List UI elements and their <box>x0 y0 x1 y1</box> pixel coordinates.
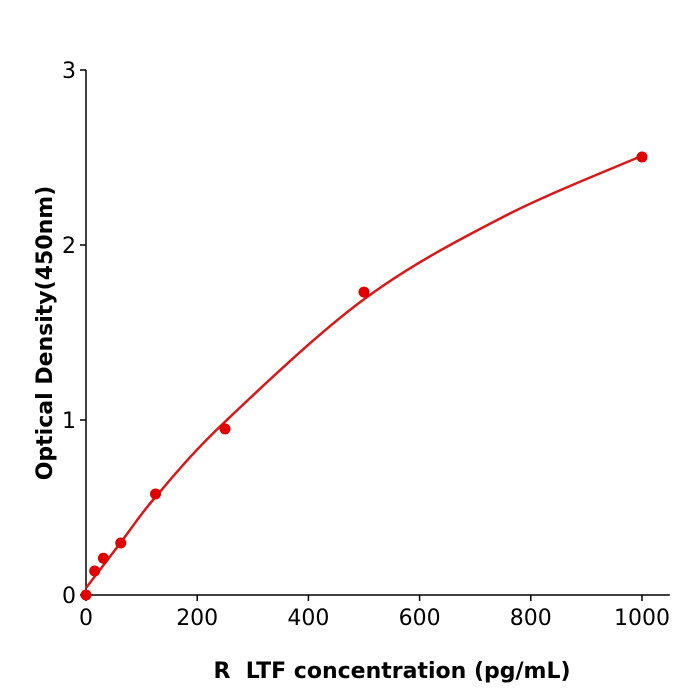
fit-curve <box>85 154 643 589</box>
fit-curve-group <box>85 154 643 589</box>
y-axis-label: Optical Density(450nm) <box>33 186 58 481</box>
axes: 0 200 400 600 800 1000 0 1 2 3 <box>62 59 670 631</box>
y-tick-label: 3 <box>62 59 76 84</box>
data-point <box>80 589 92 601</box>
data-point <box>89 565 101 577</box>
y-tick-label: 1 <box>62 409 76 434</box>
x-axis-label: R LTF concentration (pg/mL) <box>213 659 570 684</box>
data-point <box>358 286 370 298</box>
data-point <box>636 151 648 163</box>
data-point <box>115 537 127 549</box>
x-tick-label: 400 <box>287 606 329 631</box>
data-points <box>80 151 648 601</box>
y-tick-label: 2 <box>62 234 76 259</box>
x-tick-label: 800 <box>510 606 552 631</box>
x-tick-label: 200 <box>176 606 218 631</box>
y-tick-label: 0 <box>62 584 76 609</box>
data-point <box>150 488 161 500</box>
data-point <box>219 423 231 435</box>
x-tick-label: 600 <box>399 606 441 631</box>
x-tick-label: 1000 <box>614 606 670 631</box>
data-point <box>97 552 109 564</box>
x-tick-label: 0 <box>79 606 93 631</box>
